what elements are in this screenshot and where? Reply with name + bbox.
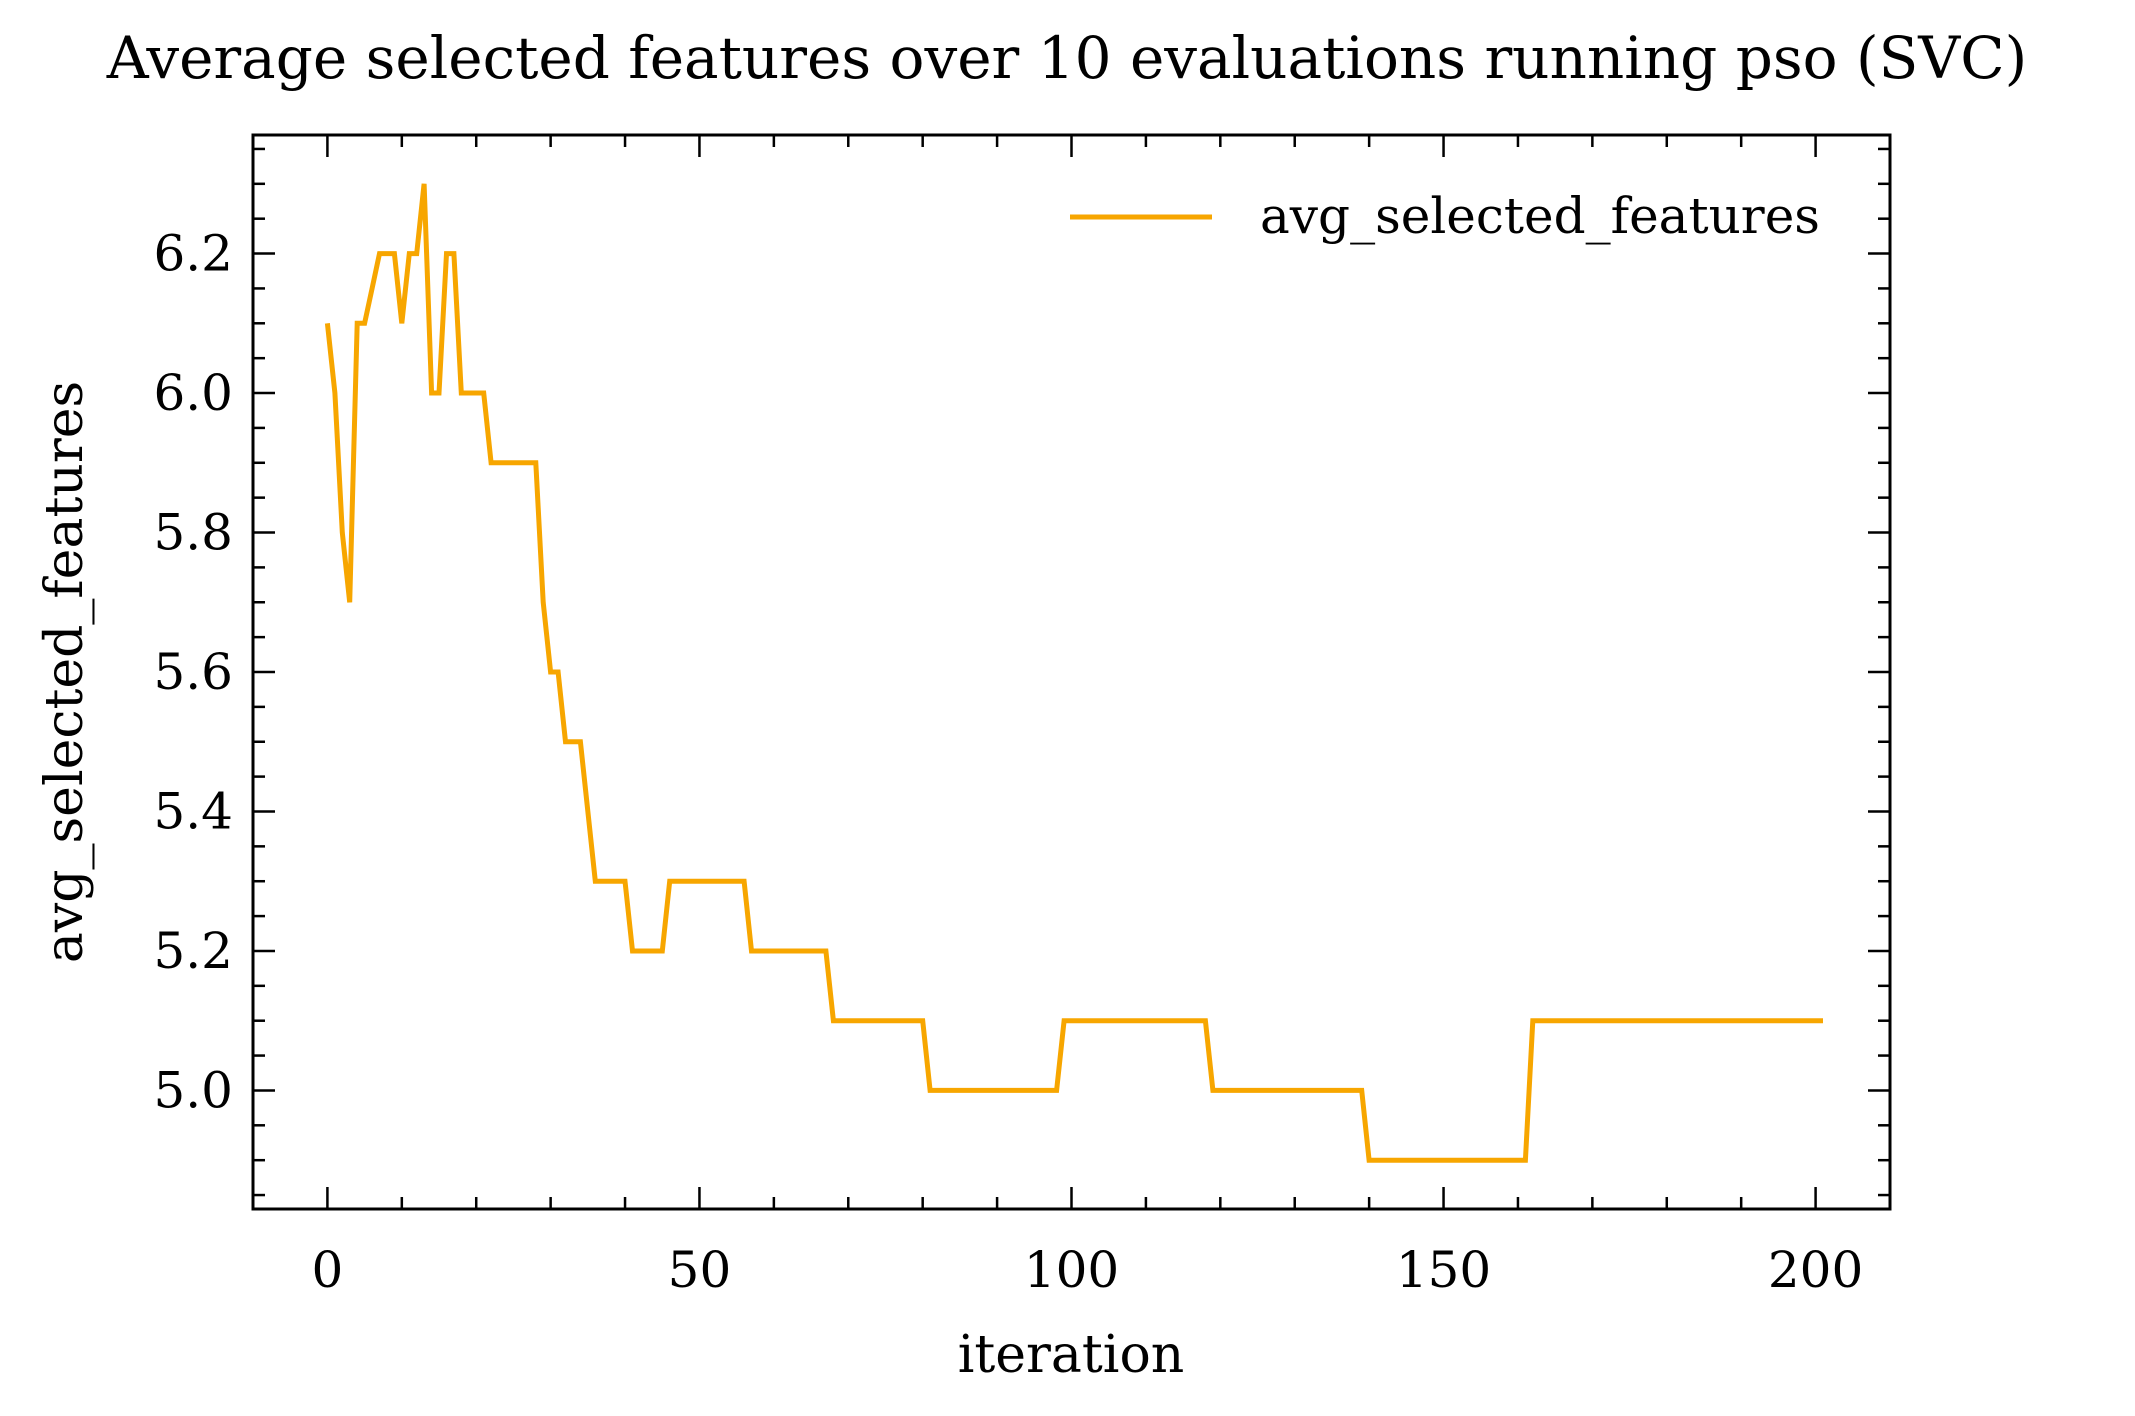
x-tick-label: 0 <box>312 1241 344 1299</box>
y-tick-label: 5.2 <box>153 922 233 980</box>
y-axis-label: avg_selected_features <box>35 381 95 963</box>
chart-title: Average selected features over 10 evalua… <box>106 24 2027 92</box>
y-tick-label: 5.0 <box>153 1061 233 1119</box>
legend: avg_selected_features <box>1070 187 1820 245</box>
tick-labels: 0 50 100 150 200 5.0 5.2 5.4 5.6 5.8 6.0 6.2 <box>153 225 1863 1299</box>
x-tick-label: 200 <box>1768 1241 1863 1299</box>
y-tick-label: 6.2 <box>153 225 233 283</box>
y-tick-label: 5.8 <box>153 504 233 562</box>
y-tick-label: 5.4 <box>153 782 233 840</box>
series-line-avg-selected-features <box>324 183 1823 1163</box>
x-axis-label: iteration <box>958 1325 1184 1385</box>
major-ticks <box>253 135 1890 1209</box>
y-tick-label: 5.6 <box>153 643 233 701</box>
legend-label-avg-selected-features: avg_selected_features <box>1260 187 1820 245</box>
series-layer <box>324 183 1823 1163</box>
plot-area: 0 50 100 150 200 5.0 5.2 5.4 5.6 5.8 6.0 6.2 <box>153 133 1892 1299</box>
y-tick-label: 6.0 <box>153 364 233 422</box>
plot-frame <box>251 133 1892 1211</box>
minor-ticks <box>251 135 1892 1209</box>
x-tick-label: 100 <box>1024 1241 1119 1299</box>
x-tick-label: 50 <box>668 1241 732 1299</box>
x-tick-label: 150 <box>1396 1241 1491 1299</box>
